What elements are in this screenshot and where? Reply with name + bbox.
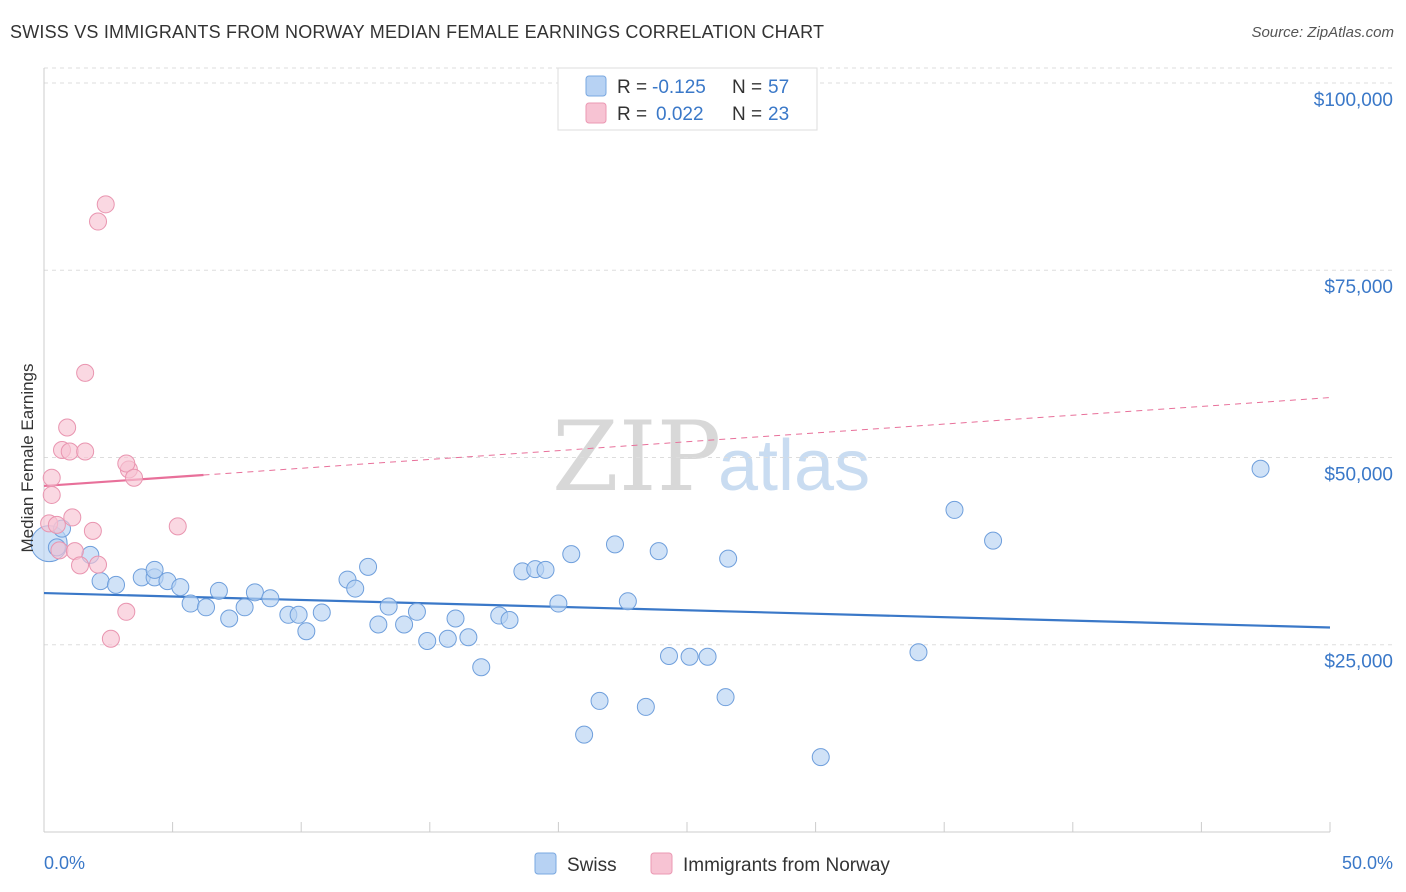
bottom-legend-swatch-swiss — [534, 852, 557, 875]
point-norway — [71, 556, 90, 575]
legend-r-value: -0.125 — [652, 77, 706, 98]
point-swiss — [472, 658, 491, 677]
point-swiss — [636, 697, 655, 716]
point-swiss — [261, 589, 280, 608]
bottom-legend-swiss: Swiss — [567, 855, 617, 876]
point-norway — [42, 485, 61, 504]
point-swiss — [446, 609, 465, 628]
bottom-legend-swatch-norway — [650, 852, 673, 875]
point-norway — [83, 521, 102, 540]
point-norway — [50, 541, 69, 560]
point-norway — [125, 468, 144, 487]
trend-line-norway-dashed — [203, 397, 1331, 476]
point-swiss — [590, 691, 609, 710]
x-tick-label-min: 0.0% — [44, 853, 85, 873]
trend-line-norway — [43, 473, 204, 488]
point-swiss — [1251, 459, 1270, 478]
point-swiss — [197, 598, 216, 617]
point-swiss — [209, 581, 228, 600]
point-norway — [101, 629, 120, 648]
point-swiss — [605, 535, 624, 554]
point-swiss — [235, 598, 254, 617]
point-norway — [60, 442, 79, 461]
point-norway — [58, 418, 77, 437]
point-swiss — [945, 500, 964, 519]
y-tick-label: $50,000 — [1324, 464, 1393, 485]
data-points — [30, 195, 1270, 767]
point-swiss — [618, 592, 637, 611]
legend-n-label: N = — [732, 77, 762, 98]
point-swiss — [459, 628, 478, 647]
point-swiss — [562, 545, 581, 564]
legend-n-value: 57 — [768, 77, 789, 98]
point-swiss — [245, 583, 264, 602]
point-swiss — [549, 594, 568, 613]
legend-swatch-norway — [585, 102, 607, 124]
point-norway — [117, 602, 136, 621]
point-norway — [63, 508, 82, 527]
point-swiss — [649, 542, 668, 561]
bottom-legend-norway: Immigrants from Norway — [683, 855, 890, 876]
y-tick-label: $25,000 — [1324, 652, 1393, 673]
point-swiss — [369, 615, 388, 634]
point-swiss — [91, 572, 110, 591]
point-swiss — [289, 605, 308, 624]
point-norway — [76, 363, 95, 382]
point-swiss — [171, 578, 190, 597]
point-swiss — [297, 622, 316, 641]
y-tick-label: $100,000 — [1314, 90, 1393, 111]
point-norway — [117, 454, 136, 473]
point-swiss — [438, 629, 457, 648]
chart-title: SWISS VS IMMIGRANTS FROM NORWAY MEDIAN F… — [10, 22, 825, 42]
point-swiss — [719, 549, 738, 568]
point-swiss — [418, 632, 437, 650]
point-swiss — [220, 609, 239, 628]
y-tick-label: $75,000 — [1324, 277, 1393, 298]
point-swiss — [312, 603, 331, 622]
point-swiss — [181, 594, 200, 613]
point-swiss — [379, 597, 398, 616]
point-norway — [47, 515, 66, 534]
x-tick-label-max: 50.0% — [1342, 853, 1393, 873]
point-norway — [89, 555, 108, 574]
point-swiss — [698, 647, 717, 666]
point-norway — [42, 468, 61, 487]
point-swiss — [659, 646, 678, 665]
point-swiss — [536, 560, 555, 579]
point-swiss — [407, 602, 426, 621]
point-norway — [89, 212, 108, 231]
point-norway — [96, 195, 115, 214]
series-legend: Swiss Immigrants from Norway — [534, 852, 890, 876]
point-norway — [168, 517, 187, 536]
point-swiss — [359, 557, 378, 576]
legend-r-label: R = — [617, 77, 647, 98]
point-swiss — [107, 575, 126, 594]
point-swiss — [145, 560, 164, 579]
legend-r-label: R = — [617, 104, 647, 125]
legend-swatch-swiss — [585, 75, 607, 97]
legend-r-value: 0.022 — [656, 104, 704, 125]
legend-n-label: N = — [732, 104, 762, 125]
point-swiss — [811, 748, 830, 767]
point-swiss — [346, 579, 365, 598]
y-axis-title: Median Female Earnings — [18, 364, 37, 553]
point-swiss — [395, 615, 414, 634]
point-swiss — [984, 531, 1003, 550]
point-swiss — [716, 688, 735, 707]
point-swiss — [500, 611, 519, 630]
point-swiss — [575, 725, 594, 744]
point-norway — [76, 442, 95, 461]
source-label: Source: ZipAtlas.com — [1251, 24, 1394, 41]
stats-legend: R = -0.125 N = 57 R = 0.022 N = 23 — [557, 67, 818, 131]
point-swiss — [909, 643, 928, 662]
axes: $25,000 $50,000 $75,000 $100,000 — [43, 68, 1393, 833]
point-swiss — [680, 647, 699, 666]
watermark-atlas: atlas — [718, 426, 870, 506]
legend-n-value: 23 — [768, 104, 789, 125]
grid — [44, 67, 1393, 646]
